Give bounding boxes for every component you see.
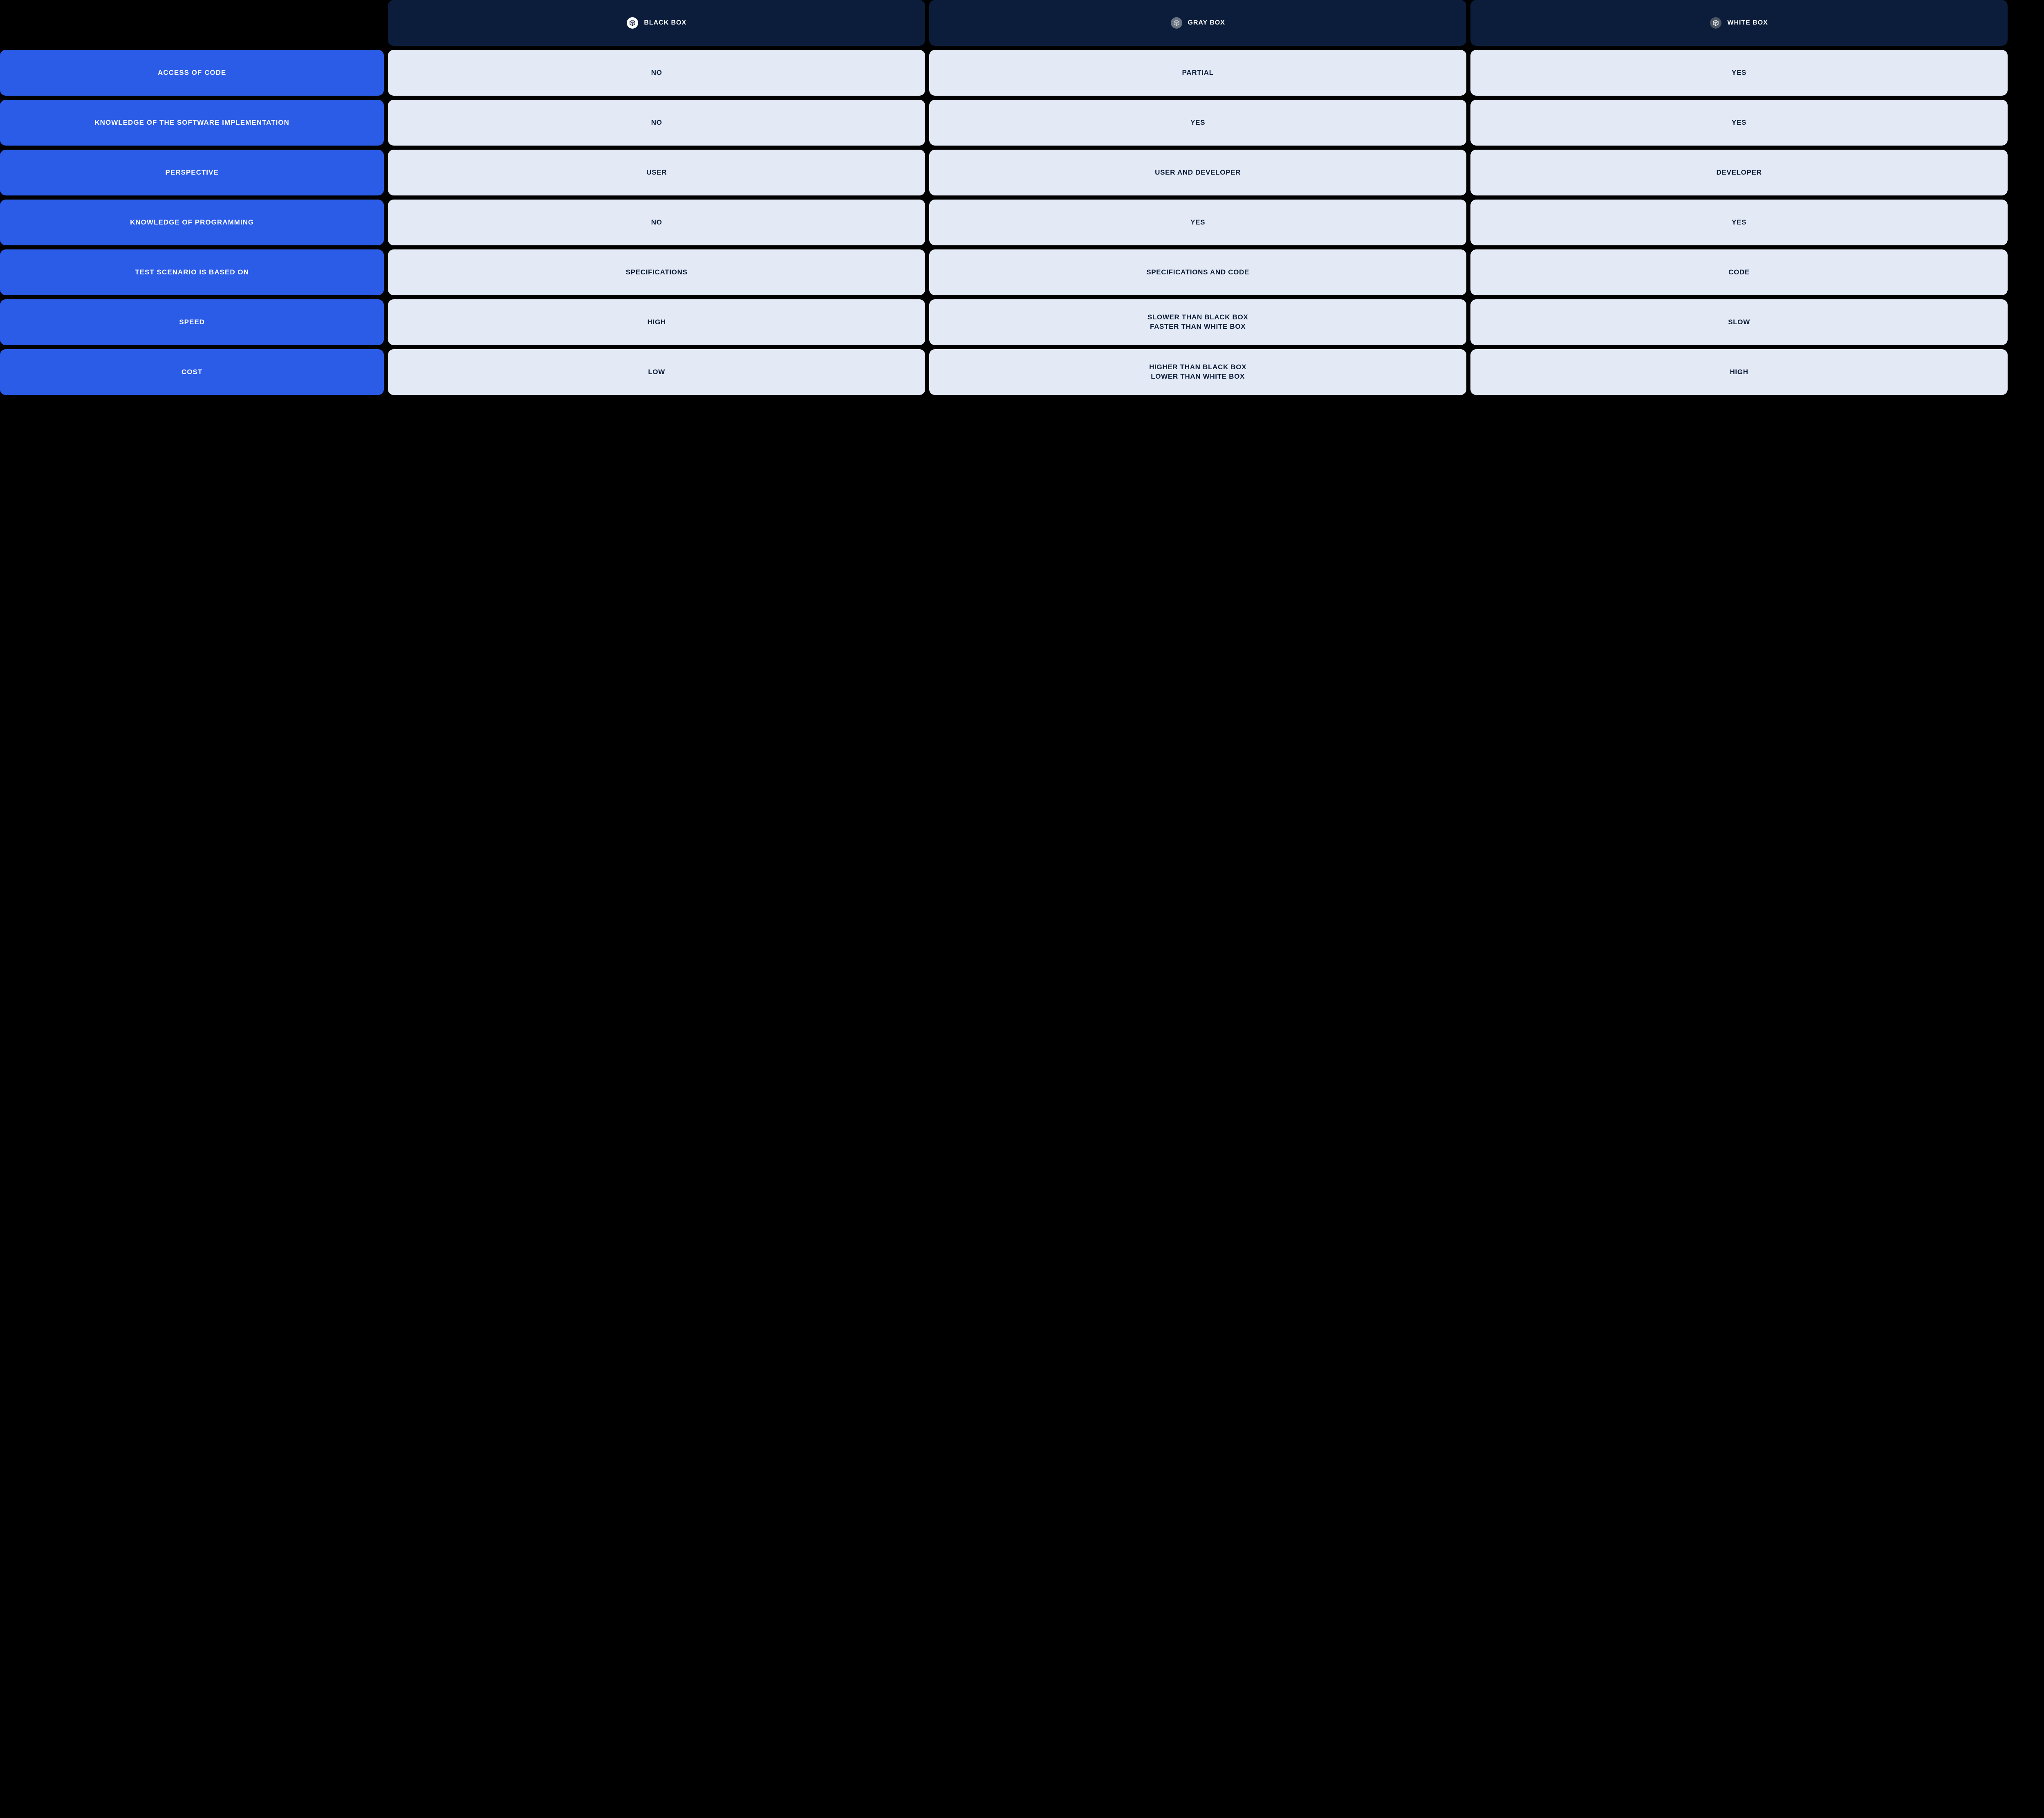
data-cell: SPECIFICATIONS AND CODE: [929, 249, 1466, 295]
row-header: PERSPECTIVE: [0, 150, 384, 195]
data-cell: YES: [929, 200, 1466, 245]
data-cell: PARTIAL: [929, 50, 1466, 96]
col-header-label: BLACK BOX: [644, 19, 686, 27]
data-cell: YES: [1470, 100, 2008, 146]
data-cell: SPECIFICATIONS: [388, 249, 925, 295]
box-icon: [627, 17, 638, 29]
data-cell: CODE: [1470, 249, 2008, 295]
data-cell: YES: [1470, 50, 2008, 96]
col-header-white: WHITE BOX: [1470, 0, 2008, 46]
data-cell: YES: [929, 100, 1466, 146]
row-header: KNOWLEDGE OF THE SOFTWARE IMPLEMENTATION: [0, 100, 384, 146]
data-cell: NO: [388, 50, 925, 96]
data-cell: SLOW: [1470, 299, 2008, 345]
data-cell: YES: [1470, 200, 2008, 245]
box-icon: [1171, 17, 1182, 29]
box-icon: [1710, 17, 1721, 29]
data-cell: HIGH: [1470, 349, 2008, 395]
comparison-table: BLACK BOX GRAY BOX WHITE BOX ACCESS OF C…: [0, 0, 2044, 397]
col-header-label: WHITE BOX: [1727, 19, 1768, 27]
data-cell: USER: [388, 150, 925, 195]
row-header: KNOWLEDGE OF PROGRAMMING: [0, 200, 384, 245]
data-cell: HIGH: [388, 299, 925, 345]
col-header-label: GRAY BOX: [1188, 19, 1225, 27]
data-cell: HIGHER THAN BLACK BOX LOWER THAN WHITE B…: [929, 349, 1466, 395]
row-header: TEST SCENARIO IS BASED ON: [0, 249, 384, 295]
row-header: COST: [0, 349, 384, 395]
data-cell: USER AND DEVELOPER: [929, 150, 1466, 195]
header-empty-cell: [0, 0, 384, 46]
row-header: SPEED: [0, 299, 384, 345]
row-header: ACCESS OF CODE: [0, 50, 384, 96]
data-cell: NO: [388, 100, 925, 146]
data-cell: NO: [388, 200, 925, 245]
col-header-gray: GRAY BOX: [929, 0, 1466, 46]
data-cell: SLOWER THAN BLACK BOX FASTER THAN WHITE …: [929, 299, 1466, 345]
col-header-black: BLACK BOX: [388, 0, 925, 46]
data-cell: DEVELOPER: [1470, 150, 2008, 195]
data-cell: LOW: [388, 349, 925, 395]
